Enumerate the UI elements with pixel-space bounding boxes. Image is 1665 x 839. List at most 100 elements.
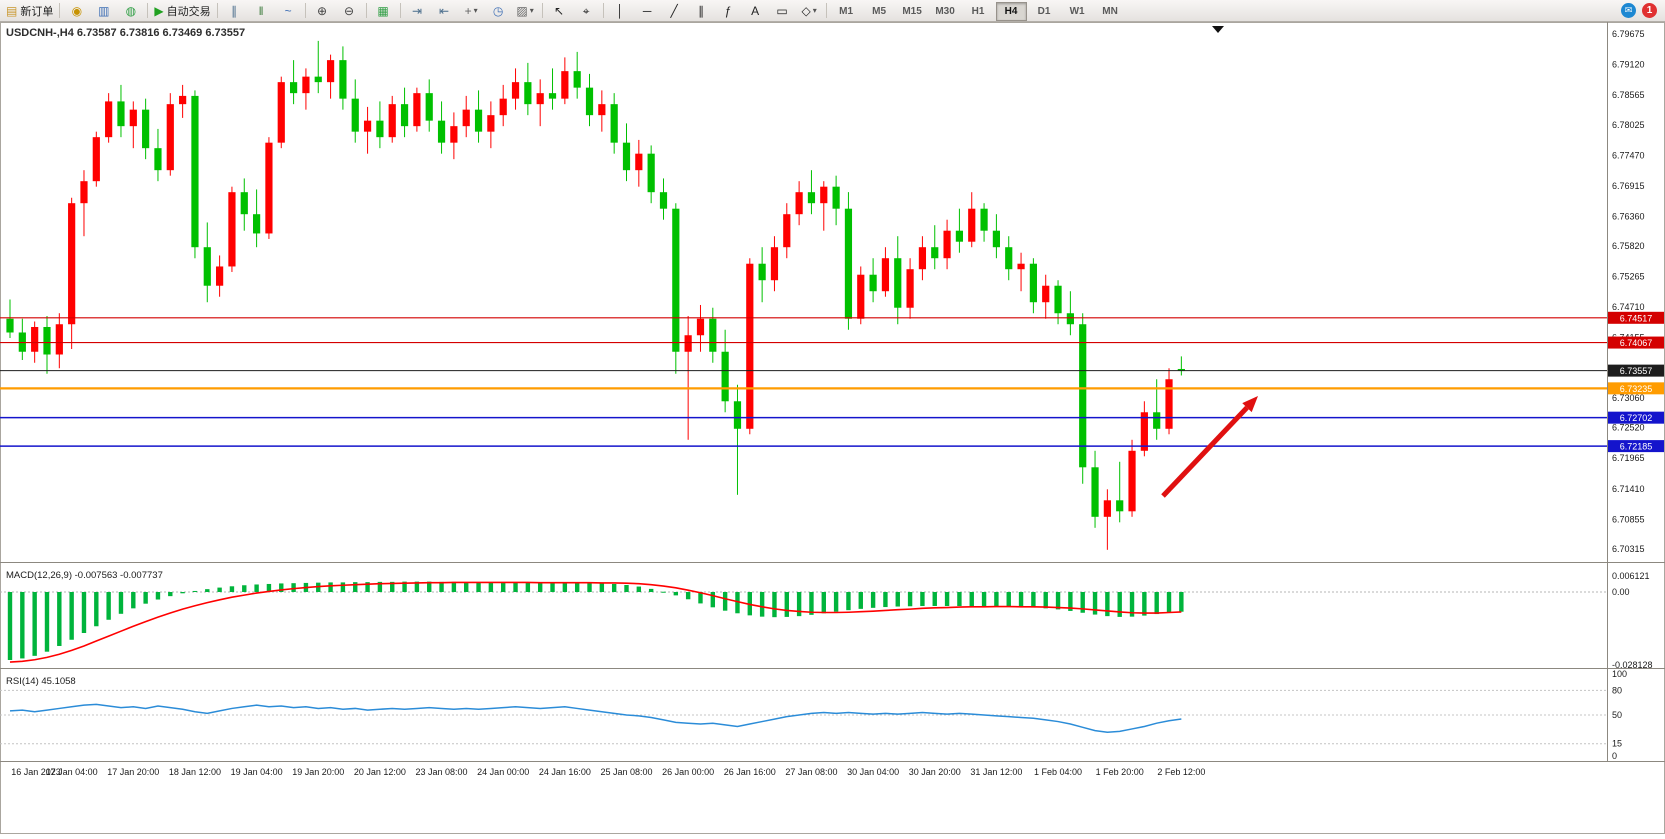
chart-shift-marker-icon[interactable]: [1212, 26, 1224, 33]
svg-text:6.76915: 6.76915: [1612, 181, 1645, 191]
timeframe-m30[interactable]: M30: [935, 5, 955, 17]
svg-text:0.006121: 0.006121: [1612, 571, 1650, 581]
svg-text:6.79675: 6.79675: [1612, 29, 1645, 39]
chart-border: [0, 22, 1665, 834]
svg-text:6.70315: 6.70315: [1612, 544, 1645, 554]
tile-windows-icon[interactable]: ▦: [370, 0, 397, 21]
timeframe-w1[interactable]: W1: [1069, 5, 1085, 17]
price-badge: [1608, 411, 1664, 424]
fibonacci-icon[interactable]: ƒ: [715, 0, 742, 21]
compass-icon: ◉: [71, 3, 83, 18]
svg-text:6.71965: 6.71965: [1612, 453, 1645, 463]
svg-text:17 Jan 20:00: 17 Jan 20:00: [107, 767, 159, 777]
svg-text:26 Jan 00:00: 26 Jan 00:00: [662, 767, 714, 777]
timeframe-h4[interactable]: H4: [995, 1, 1027, 21]
timeframe-m15[interactable]: M15: [902, 5, 922, 17]
vertical-line-icon: │: [616, 3, 624, 18]
price-badge: [1608, 364, 1664, 377]
svg-text:15: 15: [1612, 739, 1622, 749]
svg-text:6.78565: 6.78565: [1612, 90, 1645, 100]
price-axis[interactable]: 6.79675 6.79120 6.78565 6.78025 6.77470 6.769…: [1608, 29, 1664, 554]
svg-text:6.71410: 6.71410: [1612, 484, 1645, 494]
svg-text:6.77470: 6.77470: [1612, 150, 1645, 160]
period-icon[interactable]: ◷: [485, 0, 512, 21]
horizontal-line-icon[interactable]: ─: [634, 0, 661, 21]
svg-text:31 Jan 12:00: 31 Jan 12:00: [970, 767, 1022, 777]
charts-icon[interactable]: ▥: [90, 0, 117, 21]
price-badge: [1608, 382, 1664, 395]
new-order-icon: ▤: [6, 3, 18, 18]
zoom-out-icon[interactable]: ⊖: [336, 0, 363, 21]
crosshair-icon[interactable]: ⌖: [573, 0, 600, 21]
toolbar-separator: [147, 2, 149, 18]
auto-scroll-icon: ⇥: [412, 3, 423, 18]
new-order-button-label: 新订单: [20, 5, 54, 18]
main-toolbar: ▤ 新订单 ◉ ▥ ◍ ▶ 自动交易 ∥ ǁ ~ ⊕ ⊖ ▦ ⇥ ⇤ + ▾ ◷ ▨ ▾ ↖ ⌖ │ ─ ╱ ∥ ƒ A ▭ ◇ ▾ M1 M…: [0, 0, 1665, 22]
horizontal-line-icon: ─: [642, 3, 652, 18]
toolbar-separator: [602, 2, 604, 18]
text-label-icon[interactable]: ▭: [769, 0, 796, 21]
toolbar-right: ✉ 1: [1621, 3, 1662, 18]
chat-icon[interactable]: ✉: [1621, 3, 1636, 18]
bar-chart-icon: ∥: [231, 3, 238, 18]
timeframe-d1[interactable]: D1: [1037, 5, 1051, 17]
macd-pane: MACD(12,26,9) -0.007563 -0.007737 0.00612…: [0, 570, 1653, 670]
svg-text:1 Feb 04:00: 1 Feb 04:00: [1034, 767, 1082, 777]
chart-canvas[interactable]: 6.79675 6.79120 6.78565 6.78025 6.77470 6.769…: [0, 22, 1665, 834]
shapes-icon: ◇: [801, 3, 811, 18]
vertical-line-icon[interactable]: │: [607, 0, 634, 21]
chart-shift-icon[interactable]: ⇤: [431, 0, 458, 21]
svg-text:80: 80: [1612, 685, 1622, 695]
timeframe-h1[interactable]: H1: [971, 5, 985, 17]
shapes-icon[interactable]: ◇ ▾: [796, 0, 823, 21]
template-icon[interactable]: ▨ ▾: [512, 0, 539, 21]
notification-badge[interactable]: 1: [1642, 3, 1657, 18]
timeframe-m5[interactable]: M5: [872, 5, 887, 17]
bar-chart-icon[interactable]: ∥: [221, 0, 248, 21]
timeframe-mn[interactable]: MN: [1102, 5, 1118, 17]
chart-window[interactable]: 6.79675 6.79120 6.78565 6.78025 6.77470 6.769…: [0, 22, 1665, 834]
community-icon[interactable]: ◍: [117, 0, 144, 21]
autotrading-button[interactable]: ▶ 自动交易: [151, 0, 213, 21]
trendline-icon[interactable]: ╱: [661, 0, 688, 21]
chevron-down-icon: ▾: [812, 6, 817, 15]
compass-icon[interactable]: ◉: [63, 0, 90, 21]
horizontal-lines[interactable]: [0, 317, 1607, 447]
new-chart-icon: +: [464, 3, 472, 18]
svg-text:6.73060: 6.73060: [1612, 393, 1645, 403]
line-chart-icon[interactable]: ~: [275, 0, 302, 21]
svg-text:0: 0: [1612, 751, 1617, 761]
zoom-in-icon[interactable]: ⊕: [309, 0, 336, 21]
svg-text:24 Jan 00:00: 24 Jan 00:00: [477, 767, 529, 777]
chevron-down-icon: ▾: [529, 6, 534, 15]
text-label-icon: ▭: [776, 3, 788, 18]
rsi-label: RSI(14) 45.1058: [6, 676, 76, 687]
svg-text:100: 100: [1612, 669, 1627, 679]
candlestick-chart-icon[interactable]: ǁ: [248, 0, 275, 21]
svg-text:6.76360: 6.76360: [1612, 211, 1645, 221]
new-chart-icon[interactable]: + ▾: [458, 0, 485, 21]
notification-count: 1: [1646, 5, 1653, 16]
tile-windows-icon: ▦: [377, 3, 389, 18]
text-icon: A: [751, 3, 760, 18]
text-icon[interactable]: A: [742, 0, 769, 21]
annotation-arrow[interactable]: [1161, 396, 1258, 498]
template-icon: ▨: [516, 3, 528, 18]
macd-signal-line: [9, 581, 1182, 663]
candles-layer: [6, 40, 1185, 550]
rsi-pane: RSI(14) 45.1058 100 80 50 15 0: [0, 669, 1627, 761]
channel-icon[interactable]: ∥: [688, 0, 715, 21]
auto-scroll-icon[interactable]: ⇥: [404, 0, 431, 21]
cursor-icon[interactable]: ↖: [546, 0, 573, 21]
svg-text:20 Jan 12:00: 20 Jan 12:00: [354, 767, 406, 777]
svg-text:19 Jan 20:00: 19 Jan 20:00: [292, 767, 344, 777]
new-order-button[interactable]: ▤ 新订单: [3, 0, 56, 21]
svg-text:6.75265: 6.75265: [1612, 272, 1645, 282]
svg-text:6.72185: 6.72185: [1620, 442, 1653, 452]
charts-icon: ▥: [98, 3, 110, 18]
rsi-line: [9, 703, 1182, 733]
timeframe-m1[interactable]: M1: [839, 5, 854, 17]
svg-text:23 Jan 08:00: 23 Jan 08:00: [416, 767, 468, 777]
